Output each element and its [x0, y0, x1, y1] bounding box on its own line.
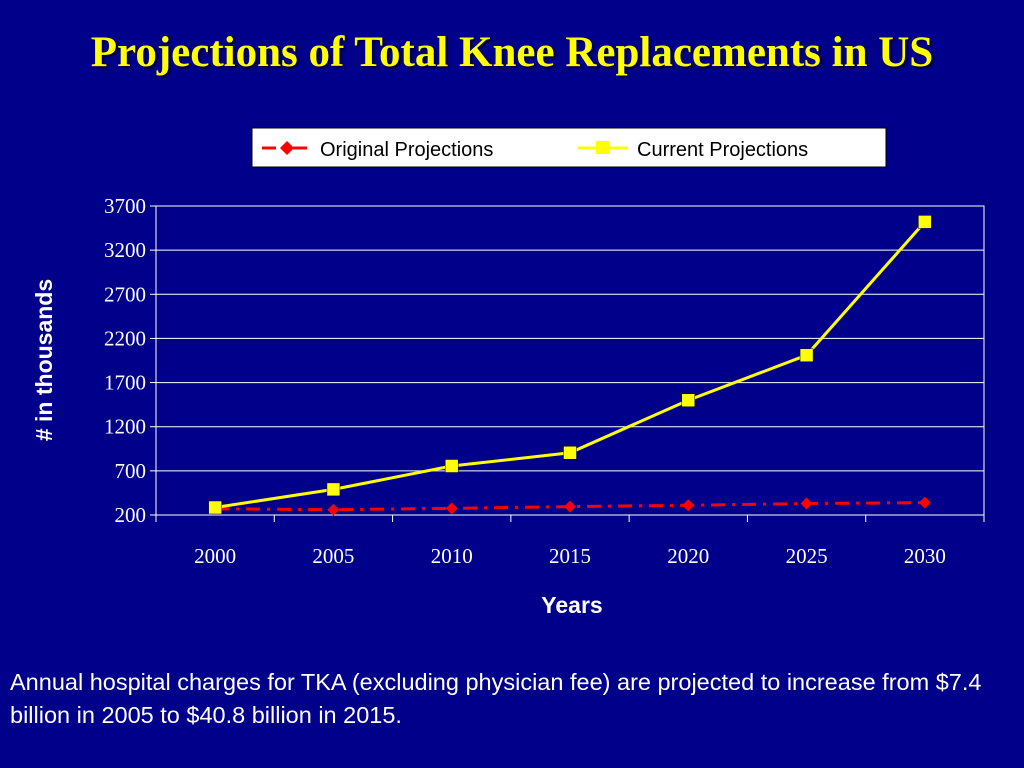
legend-marker-original: [280, 141, 294, 155]
y-tick-label: 3200: [104, 238, 146, 262]
y-tick-label: 2700: [104, 282, 146, 306]
y-tick-label: 1200: [104, 415, 146, 439]
x-tick-label: 2000: [194, 544, 236, 568]
x-tick-label: 2030: [904, 544, 946, 568]
data-point-current: [326, 482, 341, 497]
slide-title: Projections of Total Knee Replacements i…: [90, 29, 934, 76]
y-axis-title: # in thousands: [31, 279, 57, 441]
y-tick-label: 700: [115, 459, 147, 483]
legend-label-original: Original Projections: [320, 139, 493, 161]
data-point-original: [327, 503, 340, 516]
x-tick-label: 2010: [431, 544, 473, 568]
y-tick-label: 1700: [104, 371, 146, 395]
plot-area: [155, 205, 985, 516]
data-point-current: [208, 500, 222, 515]
data-point-current: [444, 459, 459, 473]
y-tick-label: 200: [115, 503, 147, 527]
data-point-current: [799, 348, 814, 362]
series-layer: [208, 215, 932, 516]
legend-marker-current: [596, 141, 609, 154]
x-tick-label: 2015: [549, 544, 591, 568]
line-chart: Original Projections Current Projections…: [31, 127, 985, 618]
data-point-original: [918, 496, 931, 509]
legend-box: [251, 127, 887, 168]
x-tick-label: 2025: [786, 544, 828, 568]
data-point-current: [563, 446, 577, 460]
x-axis-ticks: 2000 2005 2010 2015 2020 2025 2030: [155, 515, 985, 568]
y-tick-label: 2200: [104, 326, 146, 350]
data-point-original: [564, 500, 576, 513]
x-axis-title: Years: [541, 592, 602, 618]
x-tick-label: 2020: [667, 544, 709, 568]
data-point-current: [681, 393, 696, 407]
y-axis-ticks: 200 700 1200 1700 2200 2700 3200 3700: [104, 194, 156, 527]
x-tick-label: 2005: [312, 544, 354, 568]
slide-caption: Annual hospital charges for TKA (excludi…: [10, 669, 982, 728]
data-point-current: [918, 215, 932, 229]
legend-label-current: Current Projections: [637, 139, 808, 161]
chart-legend: Original Projections Current Projections: [251, 127, 887, 168]
data-point-original: [682, 499, 695, 512]
data-point-original: [800, 497, 813, 510]
y-tick-label: 3700: [104, 194, 146, 218]
data-point-original: [445, 502, 458, 515]
gridlines: [156, 249, 984, 472]
